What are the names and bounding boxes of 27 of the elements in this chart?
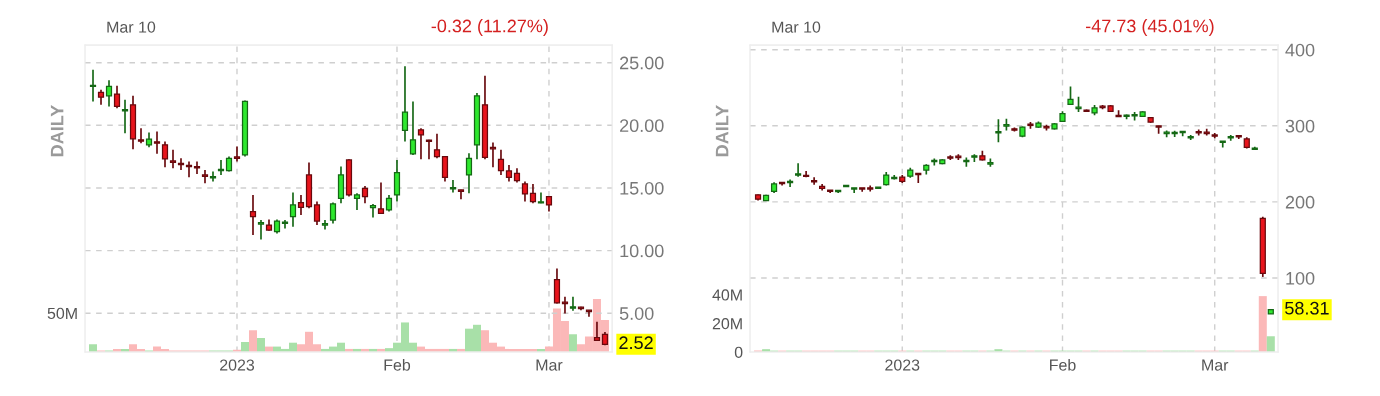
text: -0.32 (11.27%) bbox=[431, 19, 548, 36]
text: 2.52 bbox=[619, 336, 653, 350]
text: DAILY bbox=[715, 105, 729, 157]
x-tick-label: 2023 bbox=[885, 359, 920, 371]
y-tick-label: 400 bbox=[1285, 43, 1315, 57]
y-tick-label: 5.00 bbox=[619, 307, 654, 320]
y-tick-label: 15.00 bbox=[620, 181, 664, 195]
y-tick-label: 25.00 bbox=[620, 56, 664, 70]
y2-tick-label: 0 bbox=[734, 346, 743, 358]
y-tick-label: 200 bbox=[1285, 195, 1315, 209]
y-tick-label: 20.00 bbox=[620, 119, 664, 133]
x-tick-label: Feb bbox=[384, 358, 411, 371]
text: Mar 10 bbox=[107, 21, 156, 33]
y-tick-label: 100 bbox=[1286, 271, 1315, 285]
y2-tick-label: 40M bbox=[712, 289, 742, 301]
x-tick-label: Mar bbox=[536, 359, 563, 371]
text: DAILY bbox=[50, 105, 64, 157]
x-tick-label: Feb bbox=[1050, 358, 1076, 371]
text: Mar 10 bbox=[772, 21, 821, 33]
x-tick-label: 2023 bbox=[220, 359, 255, 371]
y-tick-label: 10.00 bbox=[620, 244, 664, 258]
y-tick-label: 300 bbox=[1285, 119, 1315, 133]
x-tick-label: Mar bbox=[1202, 359, 1229, 371]
text: -47.73 (45.01%) bbox=[1086, 19, 1214, 36]
y2-tick-label: 50M bbox=[47, 307, 77, 320]
y2-tick-label: 20M bbox=[712, 318, 742, 330]
text: 58.31 bbox=[1285, 301, 1329, 315]
